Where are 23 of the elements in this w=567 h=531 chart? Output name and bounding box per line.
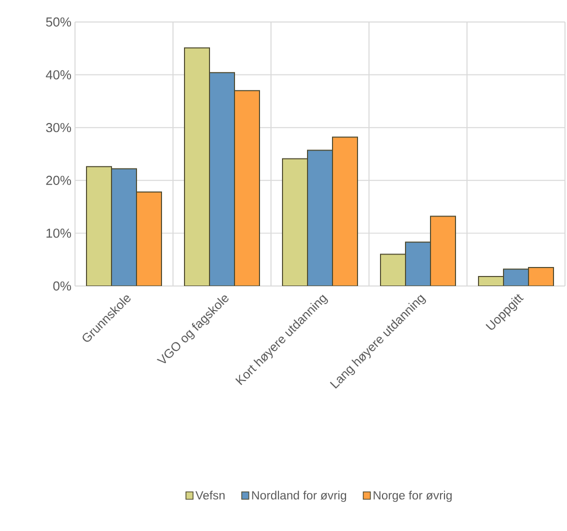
bar [332, 137, 358, 286]
bar [430, 216, 456, 286]
bar [308, 150, 333, 286]
legend-label: Nordland for øvrig [252, 490, 346, 502]
bar [406, 242, 431, 286]
bar [380, 254, 406, 286]
legend-label: Vefsn [195, 490, 225, 500]
bar [528, 267, 554, 286]
legend-label: Norge for øvrig [374, 490, 452, 502]
bar [184, 48, 210, 286]
bar [136, 192, 162, 286]
y-tick-label: 40% [46, 70, 72, 80]
bar [503, 268, 530, 286]
bar [282, 158, 308, 286]
y-tick-label: 30% [46, 123, 72, 132]
bar [86, 166, 112, 286]
y-tick-label: 50% [46, 17, 72, 27]
y-tick-label: 10% [46, 228, 72, 238]
bar [210, 72, 235, 286]
y-tick-label: 20% [46, 176, 72, 185]
y-tick-label: 0% [53, 281, 72, 291]
bar [234, 90, 260, 286]
bar [112, 168, 137, 286]
